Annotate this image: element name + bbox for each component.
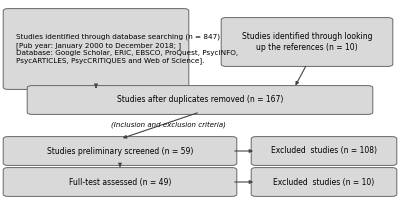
FancyBboxPatch shape — [251, 137, 397, 165]
Text: Studies identified through looking
up the references (n = 10): Studies identified through looking up th… — [242, 32, 372, 52]
FancyBboxPatch shape — [3, 9, 189, 89]
Text: Studies identified through database searching (n = 847)
[Pub year: January 2000 : Studies identified through database sear… — [16, 34, 238, 64]
Text: Full-test assessed (n = 49): Full-test assessed (n = 49) — [69, 178, 171, 186]
Text: Studies preliminary screened (n = 59): Studies preliminary screened (n = 59) — [47, 146, 193, 156]
FancyBboxPatch shape — [221, 18, 393, 66]
Text: Studies after duplicates removed (n = 167): Studies after duplicates removed (n = 16… — [117, 96, 283, 104]
FancyBboxPatch shape — [3, 137, 237, 165]
Text: Excluded  studies (n = 108): Excluded studies (n = 108) — [271, 146, 377, 156]
FancyBboxPatch shape — [27, 86, 373, 114]
Text: (Inclusion and exclusion criteria): (Inclusion and exclusion criteria) — [110, 122, 226, 128]
Text: Excluded  studies (n = 10): Excluded studies (n = 10) — [273, 178, 375, 186]
FancyBboxPatch shape — [3, 168, 237, 196]
FancyBboxPatch shape — [251, 168, 397, 196]
